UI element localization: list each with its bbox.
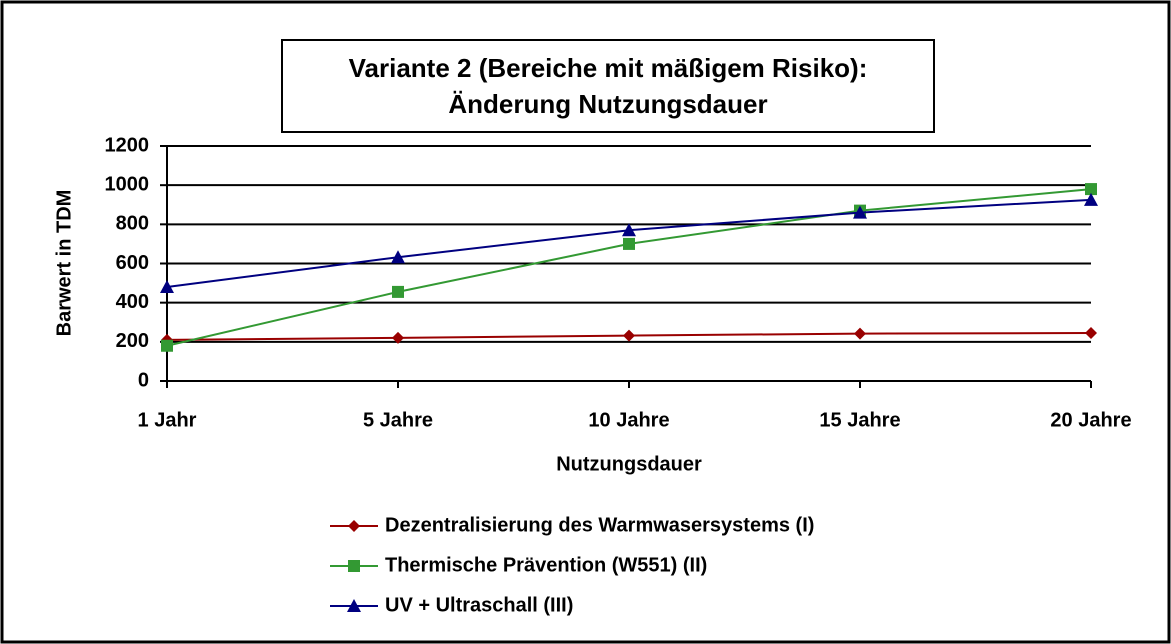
y-axis-label: Barwert in TDM [53, 190, 75, 337]
y-tick-label: 0 [138, 369, 149, 391]
marker [161, 339, 173, 352]
x-axis-label: Nutzungsdauer [556, 453, 702, 475]
marker [1084, 192, 1098, 206]
x-tick-label: 5 Jahre [363, 409, 433, 431]
y-tick-label: 600 [116, 252, 149, 274]
legend-label: Dezentralisierung des Warmwasersystems (… [385, 514, 814, 536]
legend-label: Thermische Prävention (W551) (II) [385, 554, 707, 576]
legend-label: UV + Ultraschall (III) [385, 594, 573, 616]
marker [391, 250, 405, 264]
y-tick-label: 1000 [105, 173, 150, 195]
marker [392, 285, 404, 298]
marker [1085, 183, 1097, 196]
marker [854, 327, 866, 340]
marker [347, 599, 361, 612]
x-tick-label: 20 Jahre [1050, 409, 1131, 431]
x-tick-label: 10 Jahre [588, 409, 669, 431]
marker [853, 205, 867, 219]
chart-title: Variante 2 (Bereiche mit mäßigem Risiko)… [349, 53, 868, 83]
marker [392, 331, 404, 344]
y-tick-label: 200 [116, 330, 149, 352]
title-box [281, 39, 935, 133]
chart-title: Änderung Nutzungsdauer [448, 89, 767, 119]
x-tick-label: 1 Jahr [138, 409, 197, 431]
marker [160, 280, 174, 293]
y-tick-label: 1200 [105, 134, 150, 156]
marker [622, 223, 636, 237]
marker [348, 520, 360, 532]
marker [623, 329, 635, 342]
y-tick-label: 800 [116, 213, 149, 235]
marker [623, 237, 635, 250]
x-tick-label: 15 Jahre [819, 409, 900, 431]
marker [1085, 327, 1097, 340]
marker [348, 560, 360, 572]
y-tick-label: 400 [116, 291, 149, 313]
